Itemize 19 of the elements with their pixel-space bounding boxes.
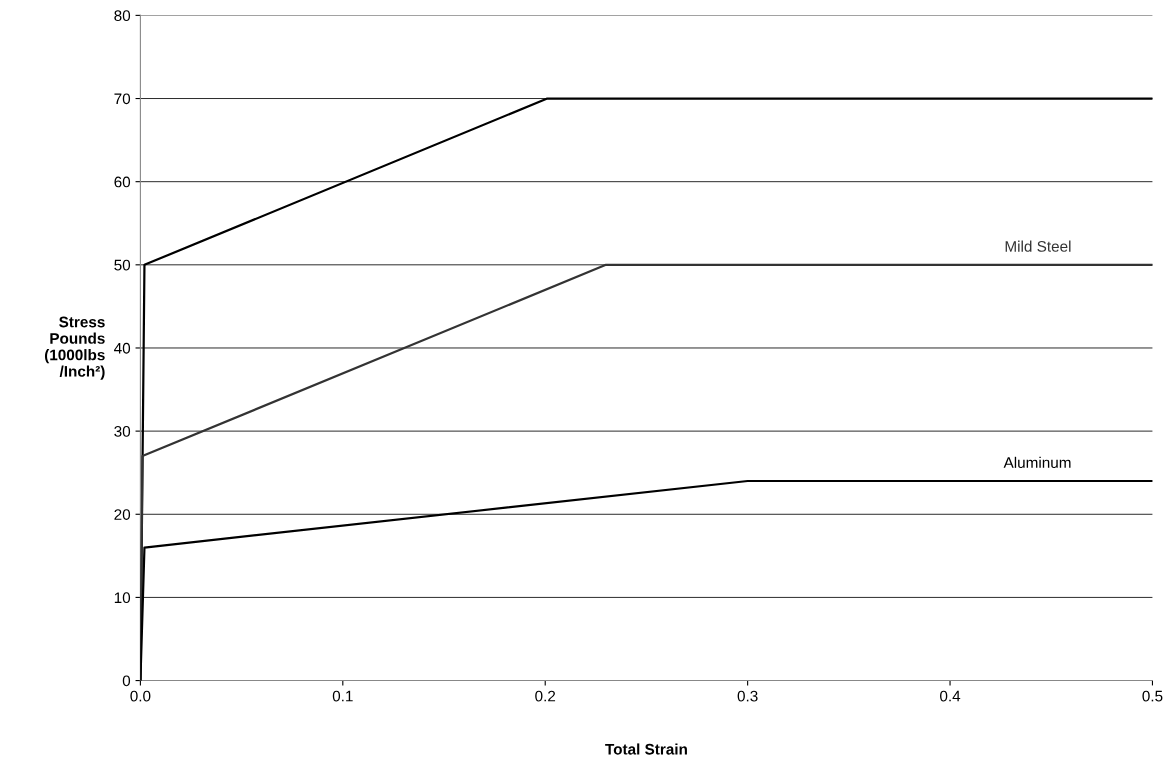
- y-tick-label: 10: [114, 592, 131, 604]
- x-tick-label: 0.2: [535, 690, 556, 702]
- series-label: Aluminum: [1003, 456, 1071, 469]
- y-tick-label: 40: [114, 342, 131, 354]
- y-tick-label: 80: [114, 10, 131, 22]
- y-tick-label: 0: [122, 675, 131, 687]
- x-tick-label: 0.0: [130, 690, 151, 702]
- y-tick-label: 50: [114, 259, 131, 271]
- x-tick-label: 0.5: [1142, 690, 1163, 702]
- y-tick-label: 70: [114, 93, 131, 105]
- x-tick-label: 0.4: [940, 690, 961, 702]
- y-tick-label: 30: [114, 425, 131, 437]
- y-tick-label: 20: [114, 509, 131, 520]
- x-axis-title: Total Strain: [605, 743, 687, 755]
- x-tick-label: 0.1: [332, 690, 353, 702]
- series-label: Mild Steel: [1005, 240, 1071, 252]
- y-tick-label: 60: [114, 176, 131, 188]
- y-axis-title: Stress Pounds (1000lbs /Inch²): [44, 316, 105, 380]
- x-tick-label: 0.3: [737, 690, 758, 702]
